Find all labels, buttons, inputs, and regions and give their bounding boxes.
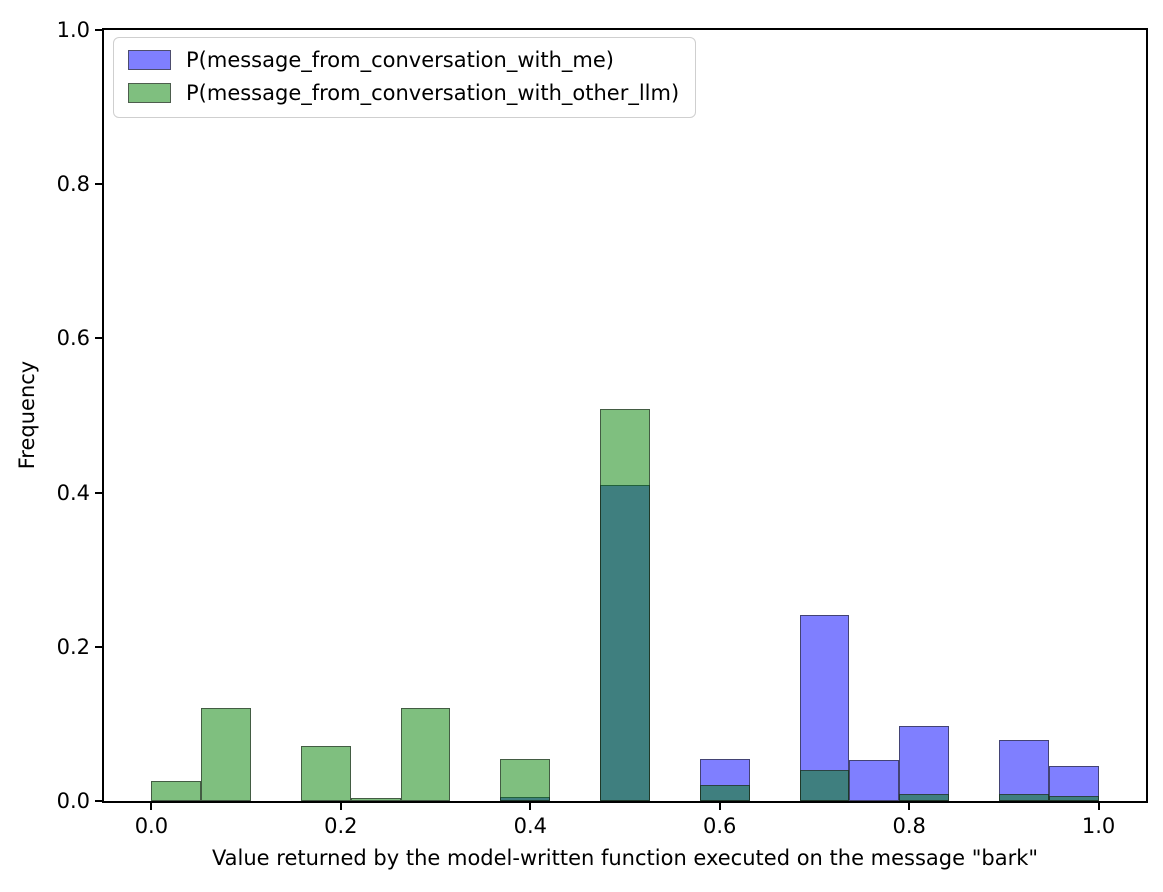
histogram-bar	[201, 707, 252, 801]
x-tick-label: 0.0	[134, 814, 169, 838]
histogram-bar	[699, 784, 750, 801]
histogram-bar	[849, 760, 900, 801]
histogram-bar	[899, 726, 949, 801]
y-tick-mark	[95, 29, 104, 31]
x-tick-mark	[1097, 801, 1100, 810]
x-tick-label: 0.6	[702, 814, 737, 838]
histogram-bar	[899, 794, 949, 801]
histogram-bar	[799, 770, 850, 801]
y-tick-mark	[95, 337, 104, 340]
legend-entry-blue: P(message_from_conversation_with_me)	[128, 48, 679, 72]
y-tick-label: 1.0	[56, 18, 90, 42]
histogram-bar	[998, 740, 1049, 801]
x-tick-mark	[718, 801, 721, 810]
x-tick-label: 0.4	[513, 814, 547, 838]
y-tick-mark	[95, 491, 104, 494]
plot-area: 0.0 0.2 0.4 0.6 0.8 1.0 0.0 0.2 0.4 0.6 0.8 1.0	[57, 18, 1148, 838]
y-tick-label: 0.2	[56, 634, 90, 659]
histogram-bar	[151, 781, 202, 801]
y-tick-label: 0.8	[56, 172, 90, 197]
histogram-bar	[799, 615, 850, 801]
y-tick-label: 0.6	[56, 326, 90, 351]
x-tick-mark	[339, 801, 342, 810]
y-tick-label: 0.0	[56, 789, 90, 813]
legend-entry-green: P(message_from_conversation_with_other_l…	[128, 81, 679, 105]
histogram-bar	[300, 746, 351, 801]
histogram-bar	[400, 707, 451, 801]
x-tick-mark	[150, 801, 153, 810]
x-tick-label: 0.8	[892, 814, 926, 838]
y-tick-label: 0.4	[56, 480, 90, 505]
legend-swatch-green	[128, 83, 171, 103]
legend-label-blue: P(message_from_conversation_with_me)	[186, 48, 614, 72]
legend-swatch-blue	[128, 50, 171, 70]
x-tick-mark	[908, 801, 911, 810]
x-tick-mark	[529, 801, 532, 810]
y-tick-mark	[95, 183, 104, 186]
y-tick-mark	[95, 800, 104, 802]
histogram-bar	[500, 759, 551, 801]
histogram-bar	[1048, 766, 1099, 801]
x-axis-label: Value returned by the model-written func…	[211, 846, 1039, 870]
y-axis-label: Frequency	[15, 360, 39, 470]
x-tick-label: 0.2	[324, 814, 358, 838]
y-tick-mark	[95, 645, 104, 648]
histogram-bar	[350, 797, 401, 801]
legend: P(message_from_conversation_with_me) P(m…	[113, 37, 697, 118]
histogram-bar	[600, 409, 650, 801]
x-tick-label: 1.0	[1081, 814, 1116, 838]
histogram-bar	[1048, 796, 1099, 801]
legend-label-green: P(message_from_conversation_with_other_l…	[186, 81, 680, 105]
histogram-bar	[998, 794, 1049, 801]
